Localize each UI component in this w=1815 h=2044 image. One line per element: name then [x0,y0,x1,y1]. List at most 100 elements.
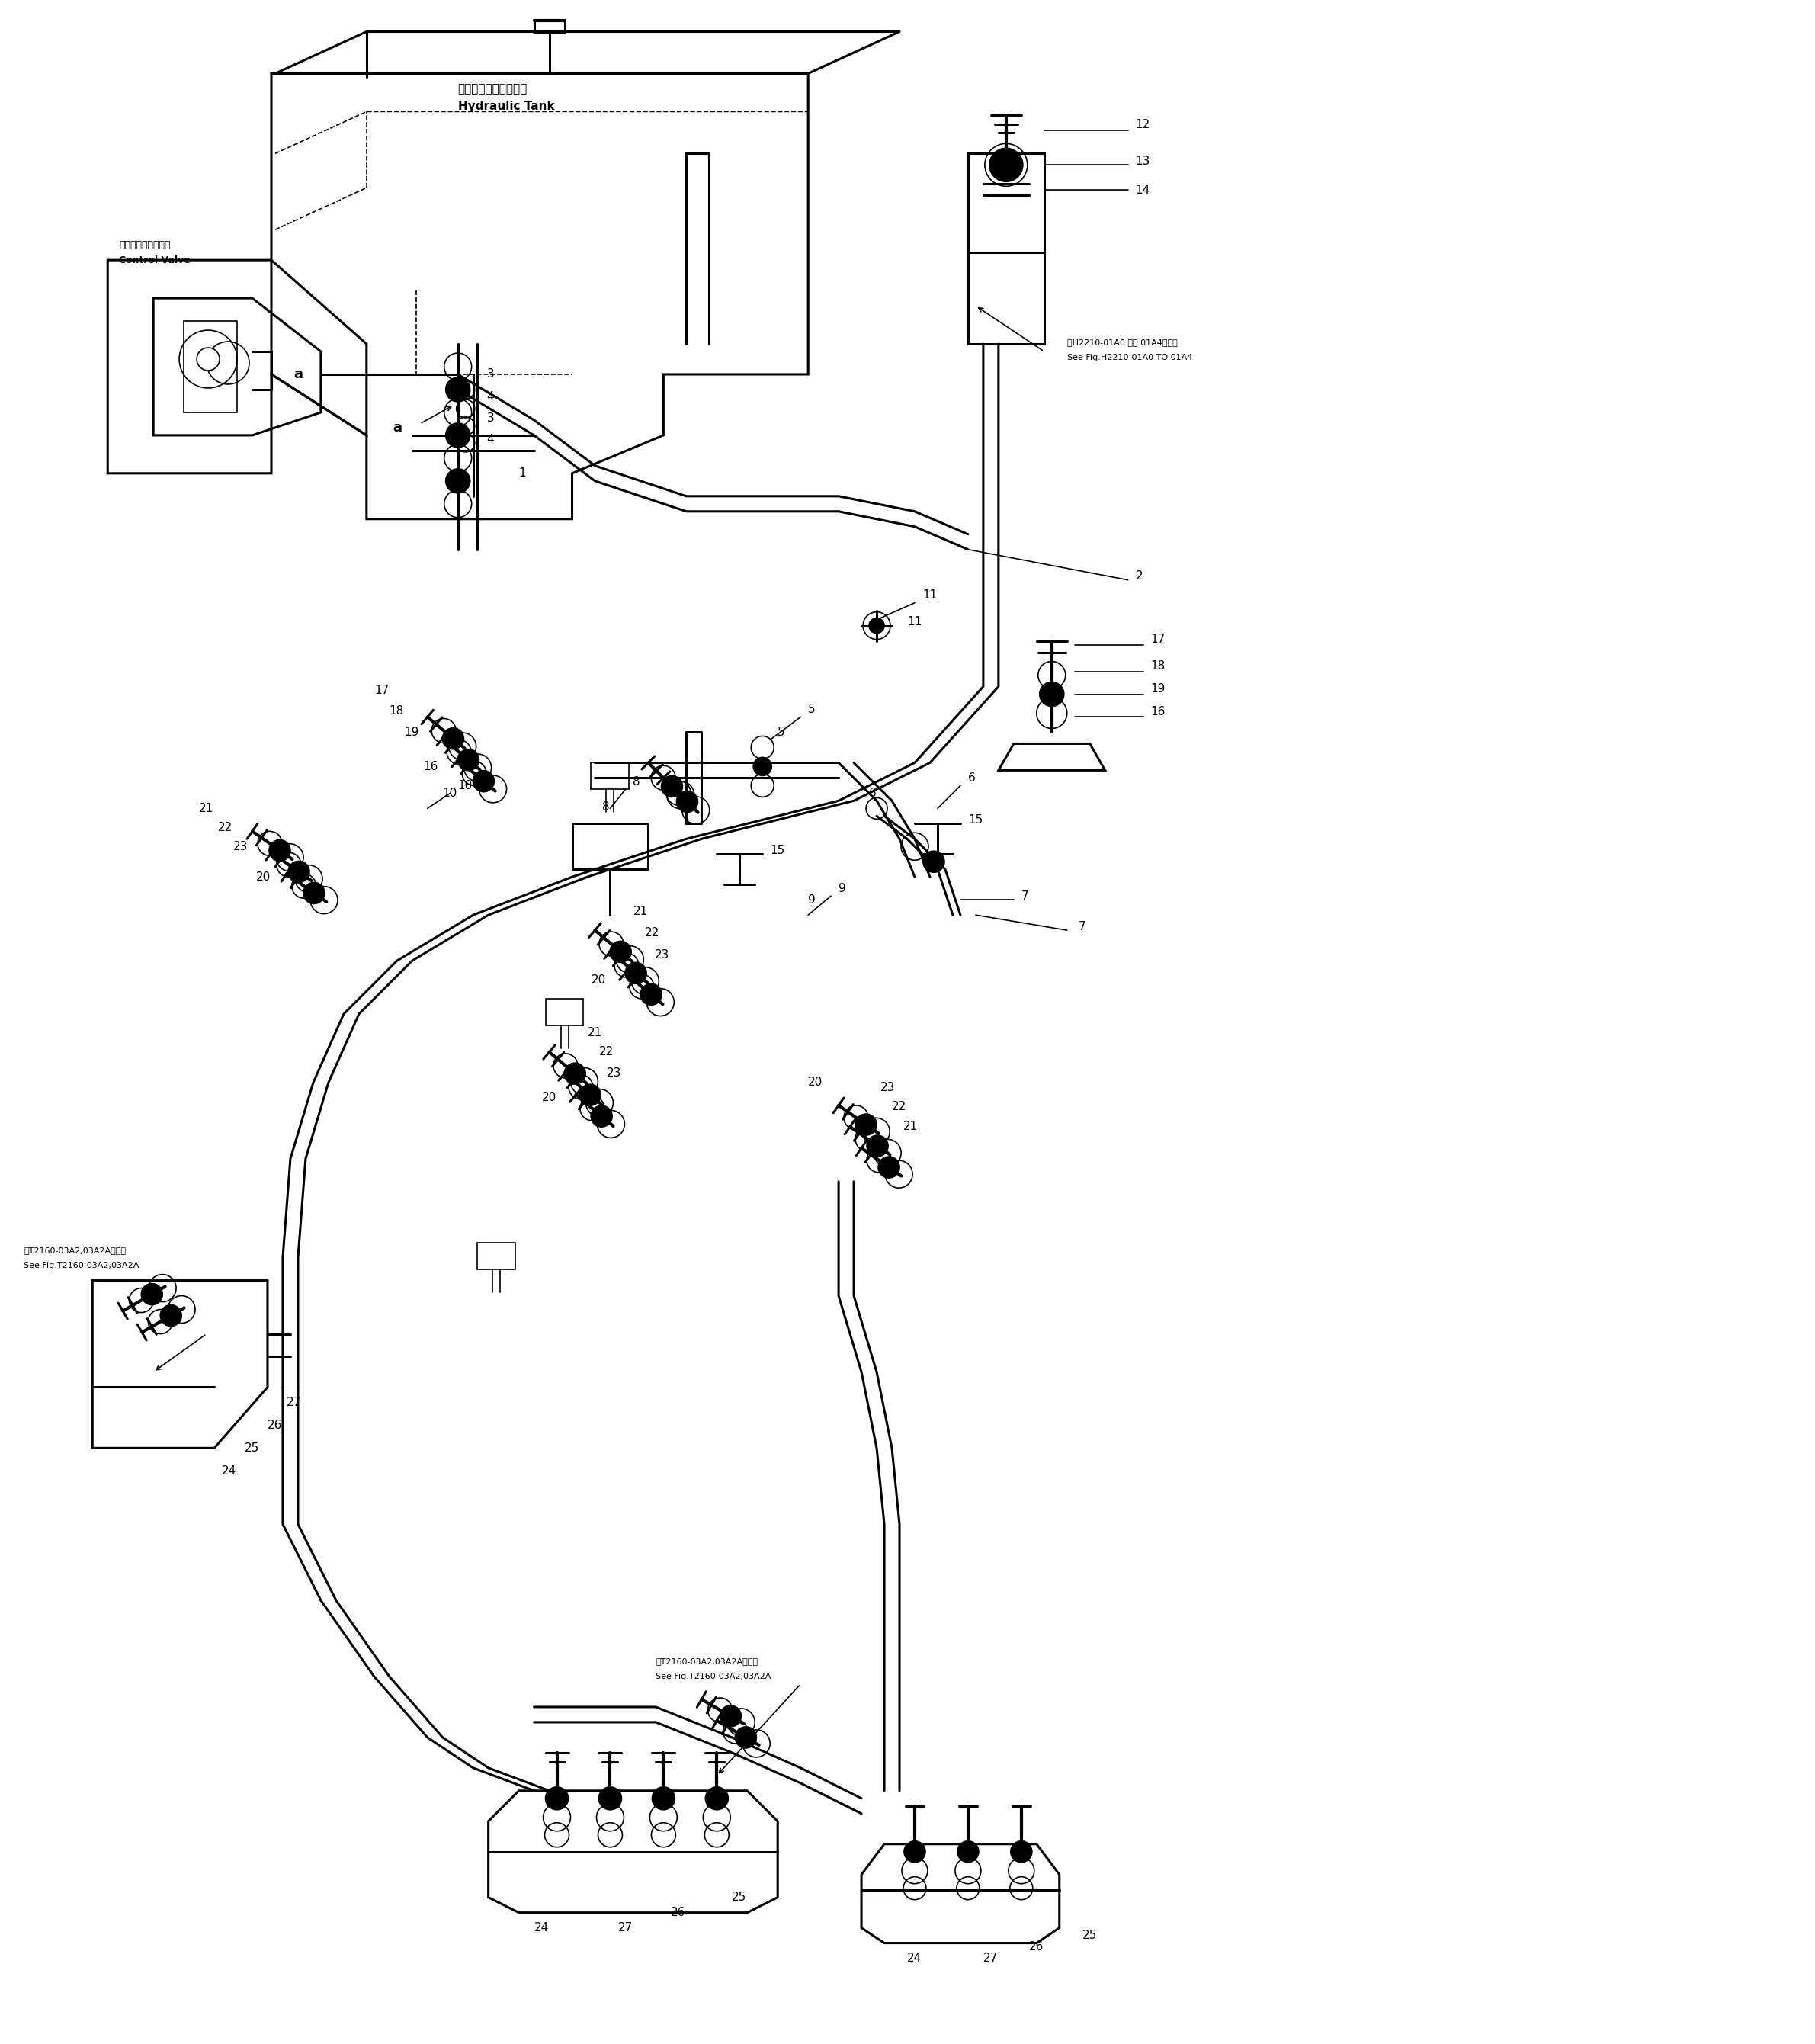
Text: 20: 20 [808,1077,822,1087]
Circle shape [443,728,465,750]
Text: 16: 16 [423,760,439,773]
Text: 21: 21 [200,803,214,814]
Text: 27: 27 [287,1396,301,1408]
Text: See Fig.H2210-01A0 TO 01A4: See Fig.H2210-01A0 TO 01A4 [1067,354,1192,362]
Text: 23: 23 [606,1067,621,1079]
Text: 3: 3 [486,368,494,380]
Text: 24: 24 [221,1466,236,1476]
Text: コントロールバルブ: コントロールバルブ [120,239,171,249]
Text: 5: 5 [777,726,786,738]
Text: 19: 19 [1151,683,1165,695]
Text: 27: 27 [984,1952,998,1964]
Text: 9: 9 [808,893,815,905]
Circle shape [1011,1842,1033,1862]
Circle shape [677,791,697,811]
Text: 21: 21 [904,1120,918,1132]
Text: 24: 24 [908,1952,922,1964]
Text: 27: 27 [617,1921,632,1934]
Text: See Fig.T2160-03A2,03A2A: See Fig.T2160-03A2,03A2A [24,1261,140,1269]
Circle shape [160,1304,182,1327]
Text: ハイドロリックタンク: ハイドロリックタンク [457,84,528,94]
Text: 11: 11 [922,589,937,601]
Text: 25: 25 [245,1443,260,1453]
Text: 2: 2 [1136,570,1143,583]
Text: 26: 26 [267,1419,283,1431]
Text: 24: 24 [534,1921,548,1934]
Circle shape [721,1705,741,1727]
Circle shape [753,758,771,775]
Circle shape [142,1284,163,1304]
Circle shape [592,1106,612,1126]
Circle shape [564,1063,586,1083]
Circle shape [652,1786,675,1809]
Polygon shape [998,744,1105,771]
Text: 26: 26 [1029,1942,1044,1952]
Text: 22: 22 [599,1047,613,1059]
Circle shape [661,777,682,797]
Text: 23: 23 [234,840,249,852]
Text: Control Valve: Control Valve [120,256,191,266]
Text: 第H2210-01A0 から 01A4図参照: 第H2210-01A0 から 01A4図参照 [1067,339,1178,345]
Text: Hydraulic Tank: Hydraulic Tank [457,100,554,112]
Text: 17: 17 [1151,634,1165,646]
Text: 25: 25 [731,1891,746,1903]
Circle shape [878,1157,900,1177]
Circle shape [446,468,470,493]
Text: a: a [392,421,401,435]
Text: 12: 12 [1136,119,1151,131]
Text: 第T2160-03A2,03A2A図参照: 第T2160-03A2,03A2A図参照 [24,1247,125,1253]
Text: 第T2160-03A2,03A2A図参照: 第T2160-03A2,03A2A図参照 [655,1658,759,1666]
Text: 4: 4 [486,433,494,446]
Circle shape [196,347,220,370]
Text: 14: 14 [1136,184,1151,196]
Circle shape [610,940,632,963]
Circle shape [303,883,325,903]
Text: 21: 21 [633,905,648,918]
Circle shape [924,850,944,873]
Text: 6: 6 [869,787,877,799]
Text: 20: 20 [256,871,270,883]
Text: 15: 15 [967,814,982,826]
Text: 20: 20 [541,1091,557,1104]
Circle shape [989,147,1024,182]
Circle shape [735,1727,757,1748]
Text: 6: 6 [967,773,975,783]
Circle shape [269,840,290,861]
Text: 18: 18 [1151,660,1165,672]
Text: 22: 22 [644,926,659,938]
Circle shape [457,750,479,771]
Text: 18: 18 [390,705,405,717]
Text: See Fig.T2160-03A2,03A2A: See Fig.T2160-03A2,03A2A [655,1672,771,1680]
Text: 8: 8 [633,777,641,787]
Text: a: a [294,368,303,380]
Circle shape [446,378,470,403]
Text: 21: 21 [588,1028,603,1038]
Text: 25: 25 [1082,1930,1096,1942]
Circle shape [869,617,884,634]
Text: 10: 10 [457,781,472,791]
Text: 13: 13 [1136,155,1151,168]
Text: 7: 7 [1022,891,1029,901]
Text: 19: 19 [405,726,419,738]
Text: 4: 4 [486,392,494,403]
Text: 15: 15 [770,844,784,856]
Text: 8: 8 [603,801,610,814]
Circle shape [706,1786,728,1809]
Circle shape [289,861,309,883]
Text: 26: 26 [672,1907,686,1919]
Circle shape [546,1786,568,1809]
Text: 23: 23 [880,1081,895,1094]
Text: 22: 22 [891,1102,906,1112]
Text: 22: 22 [218,822,232,834]
Circle shape [624,963,646,983]
Circle shape [579,1083,601,1106]
Text: 7: 7 [1078,920,1085,932]
Text: 23: 23 [655,948,670,961]
Circle shape [957,1842,978,1862]
Text: 16: 16 [1151,705,1165,717]
Circle shape [904,1842,926,1862]
Circle shape [446,423,470,448]
Text: 5: 5 [808,703,815,715]
Text: 9: 9 [839,883,846,893]
Text: 17: 17 [374,685,388,697]
